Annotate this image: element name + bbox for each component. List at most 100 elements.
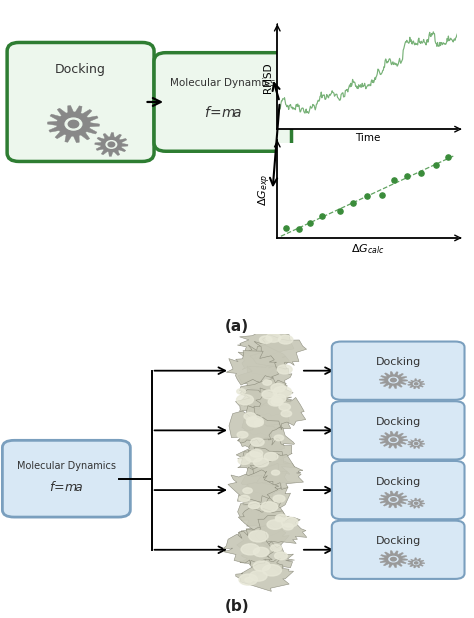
Circle shape <box>247 418 262 427</box>
Circle shape <box>264 452 278 460</box>
Polygon shape <box>227 350 278 385</box>
Point <box>319 211 326 221</box>
Point <box>364 191 371 201</box>
Point <box>391 175 398 185</box>
Polygon shape <box>237 524 289 554</box>
Polygon shape <box>236 388 292 418</box>
Circle shape <box>237 394 254 405</box>
Circle shape <box>237 389 246 394</box>
Polygon shape <box>242 401 291 436</box>
Circle shape <box>261 502 278 512</box>
Circle shape <box>243 488 252 493</box>
Circle shape <box>273 386 292 397</box>
Y-axis label: $\Delta G_{exp}$: $\Delta G_{exp}$ <box>257 174 273 206</box>
Point <box>306 218 313 227</box>
Polygon shape <box>237 447 295 481</box>
Circle shape <box>283 523 293 530</box>
Text: Docking: Docking <box>375 357 421 367</box>
Polygon shape <box>237 497 289 531</box>
Circle shape <box>254 458 269 467</box>
Circle shape <box>391 438 396 441</box>
Circle shape <box>389 497 398 502</box>
Point <box>349 198 357 208</box>
Circle shape <box>246 417 264 426</box>
Point <box>283 223 290 233</box>
Polygon shape <box>238 364 292 392</box>
Polygon shape <box>379 551 408 567</box>
Polygon shape <box>241 464 295 497</box>
Circle shape <box>259 336 272 344</box>
Circle shape <box>249 570 267 581</box>
Circle shape <box>68 121 79 128</box>
Circle shape <box>244 413 256 420</box>
Circle shape <box>108 142 115 147</box>
Polygon shape <box>223 530 273 565</box>
Y-axis label: RMSD: RMSD <box>263 63 273 93</box>
Circle shape <box>413 561 419 565</box>
Polygon shape <box>95 133 128 156</box>
Circle shape <box>248 502 260 509</box>
Circle shape <box>274 435 283 441</box>
Text: Docking: Docking <box>55 63 106 76</box>
Point <box>432 160 439 170</box>
Text: Docking: Docking <box>375 476 421 486</box>
Text: (a): (a) <box>225 319 249 334</box>
Point <box>295 224 303 234</box>
Circle shape <box>271 399 283 405</box>
Polygon shape <box>379 491 408 508</box>
Point <box>378 190 385 200</box>
Point <box>445 152 452 162</box>
Circle shape <box>413 502 419 505</box>
Circle shape <box>254 420 263 426</box>
Circle shape <box>413 442 419 445</box>
Circle shape <box>414 383 418 385</box>
Polygon shape <box>229 411 281 444</box>
Circle shape <box>413 382 419 386</box>
Circle shape <box>281 410 292 417</box>
Circle shape <box>275 514 287 521</box>
FancyBboxPatch shape <box>332 520 465 579</box>
Circle shape <box>414 442 418 444</box>
Circle shape <box>239 496 250 502</box>
Circle shape <box>262 390 277 399</box>
Circle shape <box>274 552 287 560</box>
Polygon shape <box>239 378 293 410</box>
Text: $f\!=\!m\!a$: $f\!=\!m\!a$ <box>49 480 84 494</box>
Circle shape <box>273 495 285 502</box>
Circle shape <box>246 452 263 462</box>
Circle shape <box>414 562 418 564</box>
Polygon shape <box>237 328 294 360</box>
Circle shape <box>241 544 260 555</box>
Circle shape <box>263 380 272 385</box>
Text: Molecular Dynamics: Molecular Dynamics <box>17 461 116 471</box>
X-axis label: $\Delta G_{calc}$: $\Delta G_{calc}$ <box>351 242 384 256</box>
Circle shape <box>391 497 396 501</box>
Circle shape <box>389 378 398 383</box>
Circle shape <box>281 517 298 527</box>
FancyBboxPatch shape <box>332 342 465 400</box>
Polygon shape <box>379 431 408 448</box>
Polygon shape <box>254 396 306 430</box>
Polygon shape <box>250 335 307 369</box>
Circle shape <box>272 394 286 403</box>
Polygon shape <box>236 556 293 591</box>
Text: (b): (b) <box>225 599 249 614</box>
Circle shape <box>272 470 280 475</box>
FancyBboxPatch shape <box>7 43 154 161</box>
Circle shape <box>279 404 291 410</box>
Polygon shape <box>255 515 307 543</box>
FancyBboxPatch shape <box>154 53 292 151</box>
Point <box>403 171 411 180</box>
Point <box>337 206 344 216</box>
Polygon shape <box>408 438 425 449</box>
Circle shape <box>266 333 281 342</box>
Circle shape <box>389 437 398 442</box>
Circle shape <box>277 365 292 374</box>
FancyBboxPatch shape <box>332 401 465 460</box>
Text: Molecular Dynamics: Molecular Dynamics <box>170 78 275 88</box>
Circle shape <box>414 502 418 504</box>
Polygon shape <box>238 345 290 376</box>
Circle shape <box>239 574 257 585</box>
Circle shape <box>263 565 282 576</box>
Circle shape <box>275 517 283 522</box>
